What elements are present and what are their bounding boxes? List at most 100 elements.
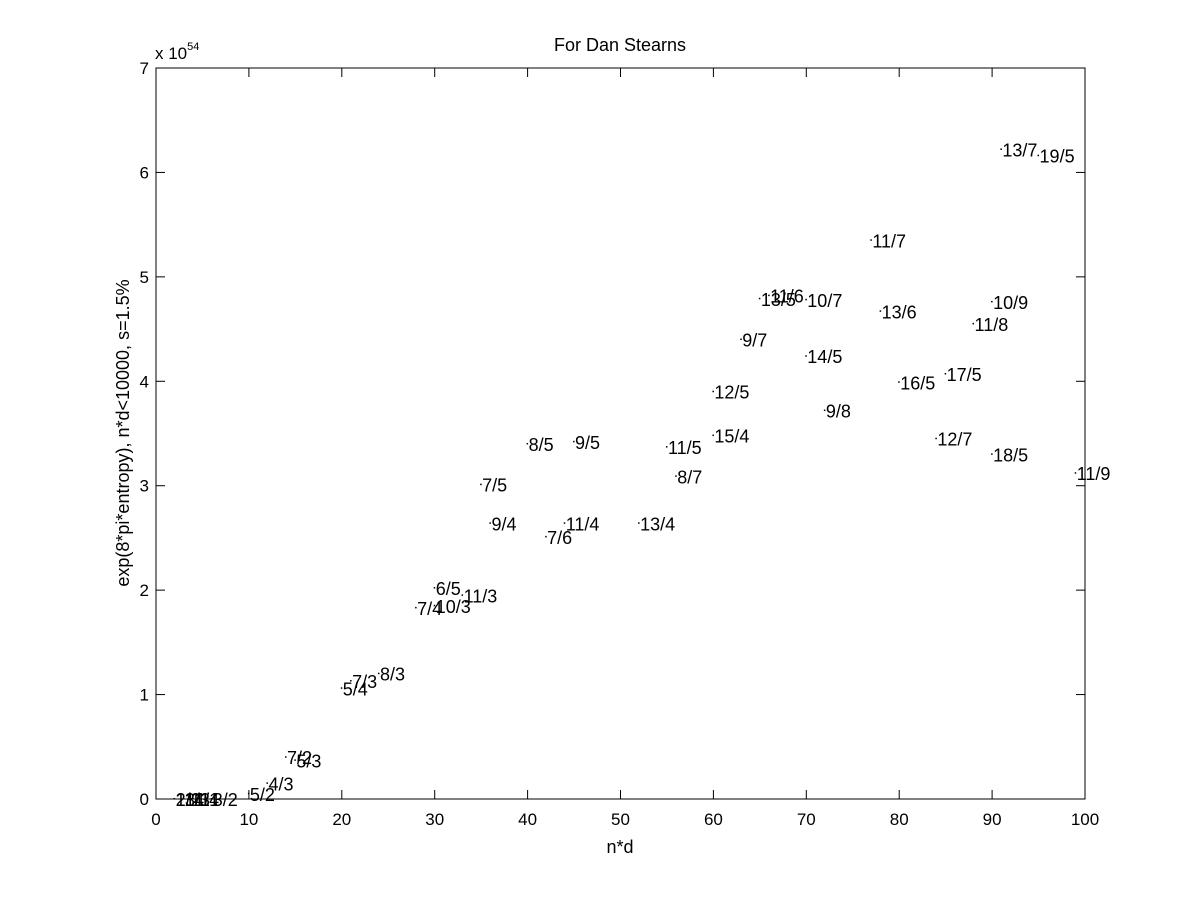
data-point-label: 12/5 <box>714 383 749 403</box>
data-point-marker <box>182 798 185 800</box>
data-point-label: 11/4 <box>566 514 600 534</box>
data-point-marker <box>173 798 176 800</box>
data-point-label: 11/6 <box>770 287 804 307</box>
y-tick-label: 6 <box>140 163 149 182</box>
data-point-marker <box>210 798 213 800</box>
data-point-marker <box>461 594 464 596</box>
data-point-marker <box>944 372 947 375</box>
data-point-label: 5/2 <box>250 785 275 805</box>
data-point-label: 8/5 <box>529 435 554 455</box>
data-point-marker <box>489 522 491 524</box>
y-axis: 0 1 2 3 4 5 6 7 <box>140 59 1085 809</box>
data-point-label: 10/9 <box>993 293 1028 313</box>
data-point-label: 3/1 <box>185 790 210 810</box>
x-tick-label: 80 <box>890 810 909 829</box>
chart-title: For Dan Stearns <box>554 35 686 55</box>
y-multiplier-exponent: 54 <box>187 41 199 53</box>
data-point-label: 2/1 <box>176 790 201 810</box>
y-axis-multiplier: x 1054 <box>155 41 199 63</box>
data-point-label: 7/4 <box>417 599 442 619</box>
x-tick-label: 10 <box>239 810 258 829</box>
data-point-label: 3/2 <box>213 790 238 810</box>
y-tick-label: 0 <box>140 790 149 809</box>
data-point-marker <box>805 355 807 357</box>
data-point-marker <box>991 300 993 303</box>
data-point-label: 7/6 <box>547 528 572 548</box>
data-point-marker <box>350 679 352 682</box>
data-point-label: 5/4 <box>343 679 368 699</box>
data-point-label: 4/3 <box>268 774 293 794</box>
data-point-marker <box>285 756 287 758</box>
data-point-label: 11/3 <box>464 586 498 606</box>
data-point-label: 11/7 <box>872 231 906 251</box>
y-tick-label: 3 <box>140 477 149 496</box>
x-tick-label: 70 <box>797 810 816 829</box>
data-point-label: 6/5 <box>436 579 461 599</box>
x-tick-label: 0 <box>151 810 160 829</box>
x-tick-label: 50 <box>611 810 630 829</box>
data-point-label: 16/5 <box>900 373 935 393</box>
y-tick-label: 1 <box>140 686 149 705</box>
data-point-marker <box>377 672 380 675</box>
data-point-marker <box>675 475 677 477</box>
data-point-marker <box>573 440 575 443</box>
data-points: 1/22/11/33/11/44/13/2 5/24/37/25/35/47/3 8… <box>173 140 1111 810</box>
data-point-marker <box>991 453 993 455</box>
data-point-label: 1/3 <box>185 790 210 810</box>
data-point-marker <box>266 782 268 784</box>
y-tick-label: 4 <box>140 372 149 391</box>
data-point-label: 11/9 <box>1077 464 1111 484</box>
y-multiplier-base: x 10 <box>155 44 187 63</box>
data-point-marker <box>192 798 194 800</box>
data-point-label: 13/4 <box>640 514 675 534</box>
x-tick-label: 100 <box>1071 810 1099 829</box>
data-point-label: 9/4 <box>491 514 516 534</box>
data-point-marker <box>1000 148 1002 150</box>
y-tick-label: 2 <box>140 581 149 600</box>
data-point-label: 9/5 <box>575 433 600 453</box>
data-point-marker <box>712 434 714 437</box>
data-point-marker <box>740 338 742 341</box>
data-point-marker <box>870 239 872 241</box>
data-point-label: 5/3 <box>296 751 321 771</box>
y-axis-label: exp(8*pi*entropy), n*d<10000, s=1.5% <box>113 279 133 586</box>
data-point-label: 7/2 <box>287 748 312 768</box>
data-point-marker <box>768 294 770 297</box>
data-point-label: 17/5 <box>947 365 982 385</box>
x-axis-label: n*d <box>606 837 633 857</box>
data-point-marker <box>972 322 975 325</box>
data-point-marker <box>480 483 482 486</box>
data-point-marker <box>247 792 250 795</box>
data-point-marker <box>545 535 547 538</box>
data-point-label: 1/4 <box>194 790 219 810</box>
x-tick-label: 20 <box>332 810 351 829</box>
data-point-marker <box>415 606 417 609</box>
data-point-label: 13/6 <box>882 302 917 322</box>
data-point-marker <box>758 297 761 300</box>
data-point-marker <box>805 298 807 301</box>
x-tick-label: 60 <box>704 810 723 829</box>
data-point-label: 18/5 <box>993 445 1028 465</box>
data-point-label: 11/8 <box>975 315 1009 335</box>
data-point-marker <box>665 446 668 448</box>
x-tick-label: 40 <box>518 810 537 829</box>
data-point-label: 11/5 <box>668 438 702 458</box>
data-point-marker <box>712 390 714 393</box>
data-point-label: 19/5 <box>1040 147 1075 167</box>
data-point-label: 10/7 <box>807 291 842 311</box>
data-point-label: 15/4 <box>714 427 749 447</box>
data-point-marker <box>433 604 436 607</box>
data-point-marker <box>638 522 640 524</box>
data-point-label: 14/5 <box>807 347 842 367</box>
data-point-label: 8/7 <box>677 467 702 487</box>
data-point-marker <box>823 409 826 412</box>
x-axis: 0 10 20 30 40 50 60 70 80 90 100 <box>151 68 1099 829</box>
x-tick-label: 90 <box>983 810 1002 829</box>
data-point-label: 7/3 <box>352 672 377 692</box>
data-point-label: 9/7 <box>742 331 767 351</box>
data-point-marker <box>563 522 566 524</box>
data-point-label: 8/3 <box>380 665 405 685</box>
data-point-label: 4/1 <box>194 790 219 810</box>
data-point-label: 13/7 <box>1002 140 1037 160</box>
